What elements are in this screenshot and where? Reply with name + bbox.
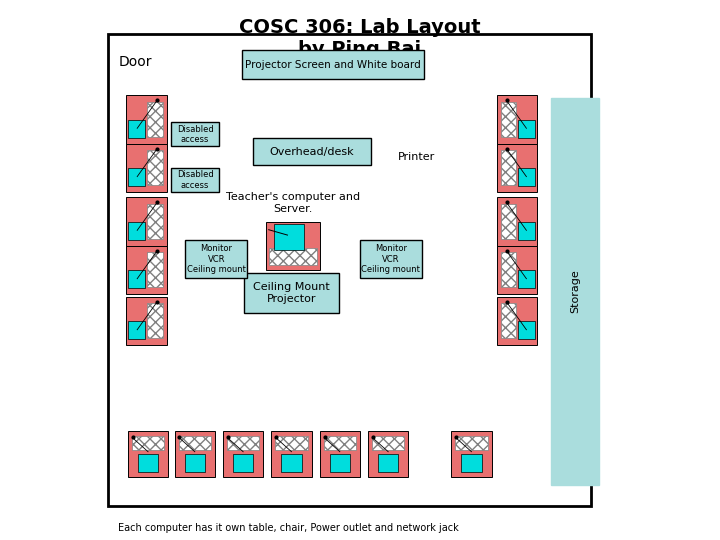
Bar bbox=[269, 248, 317, 265]
Bar bbox=[497, 198, 537, 246]
Text: Teacher's computer and
Server.: Teacher's computer and Server. bbox=[226, 192, 360, 214]
Bar bbox=[275, 436, 307, 450]
Text: Each computer has it own table, chair, Power outlet and network jack: Each computer has it own table, chair, P… bbox=[118, 523, 459, 533]
Bar bbox=[501, 303, 516, 338]
Bar bbox=[324, 436, 356, 450]
Bar bbox=[518, 321, 535, 340]
Bar bbox=[501, 150, 516, 185]
Bar bbox=[128, 168, 145, 186]
Bar bbox=[518, 270, 535, 288]
Bar bbox=[497, 297, 537, 345]
Bar bbox=[245, 273, 338, 313]
Bar bbox=[148, 102, 163, 137]
Bar bbox=[282, 454, 302, 472]
Bar bbox=[266, 221, 320, 270]
Bar bbox=[126, 96, 166, 144]
Bar bbox=[128, 119, 145, 138]
Bar bbox=[128, 270, 145, 288]
Bar bbox=[378, 454, 398, 472]
Bar bbox=[171, 168, 220, 192]
Bar bbox=[372, 436, 405, 450]
Bar bbox=[551, 98, 599, 485]
Bar bbox=[148, 252, 163, 287]
Text: Projector Screen and White board: Projector Screen and White board bbox=[246, 59, 421, 70]
Bar bbox=[455, 436, 487, 450]
Text: Monitor
VCR
Ceiling mount: Monitor VCR Ceiling mount bbox=[187, 245, 246, 274]
Bar bbox=[132, 436, 164, 450]
Bar bbox=[497, 96, 537, 144]
Bar bbox=[128, 221, 145, 240]
Bar bbox=[179, 436, 211, 450]
Bar bbox=[128, 321, 145, 340]
Bar bbox=[148, 204, 163, 239]
Bar bbox=[501, 102, 516, 137]
Text: Printer: Printer bbox=[397, 152, 435, 162]
Bar bbox=[148, 150, 163, 185]
Text: Door: Door bbox=[118, 55, 152, 69]
Bar bbox=[126, 198, 166, 246]
Bar bbox=[271, 431, 312, 477]
Text: Monitor
VCR
Ceiling mount: Monitor VCR Ceiling mount bbox=[361, 245, 420, 274]
Text: Overhead/desk: Overhead/desk bbox=[269, 147, 354, 157]
Bar bbox=[501, 204, 516, 239]
Bar bbox=[451, 431, 492, 477]
Bar bbox=[462, 454, 482, 472]
Bar bbox=[138, 454, 158, 472]
Bar bbox=[107, 33, 591, 507]
Text: Disabled
access: Disabled access bbox=[176, 125, 213, 144]
Text: Storage: Storage bbox=[570, 269, 580, 313]
Bar bbox=[233, 454, 253, 472]
Bar bbox=[368, 431, 408, 477]
Bar bbox=[274, 225, 304, 249]
Bar bbox=[518, 221, 535, 240]
Bar bbox=[253, 138, 371, 165]
Bar bbox=[126, 297, 166, 345]
Text: Disabled
access: Disabled access bbox=[176, 170, 213, 190]
Bar bbox=[360, 240, 422, 278]
Bar bbox=[242, 50, 425, 79]
Bar bbox=[186, 240, 247, 278]
Bar bbox=[227, 436, 259, 450]
Bar bbox=[223, 431, 264, 477]
Bar bbox=[497, 144, 537, 192]
Bar bbox=[128, 431, 168, 477]
Bar bbox=[148, 303, 163, 338]
Bar bbox=[175, 431, 215, 477]
Text: COSC 306: Lab Layout
by Ping Bai: COSC 306: Lab Layout by Ping Bai bbox=[239, 17, 481, 58]
Bar bbox=[126, 144, 166, 192]
Bar bbox=[320, 431, 360, 477]
Bar bbox=[518, 168, 535, 186]
Bar bbox=[497, 246, 537, 294]
Bar bbox=[171, 122, 220, 146]
Bar bbox=[518, 119, 535, 138]
Bar bbox=[501, 252, 516, 287]
Text: Ceiling Mount
Projector: Ceiling Mount Projector bbox=[253, 282, 330, 303]
Bar bbox=[185, 454, 205, 472]
Bar bbox=[330, 454, 350, 472]
Bar bbox=[126, 246, 166, 294]
